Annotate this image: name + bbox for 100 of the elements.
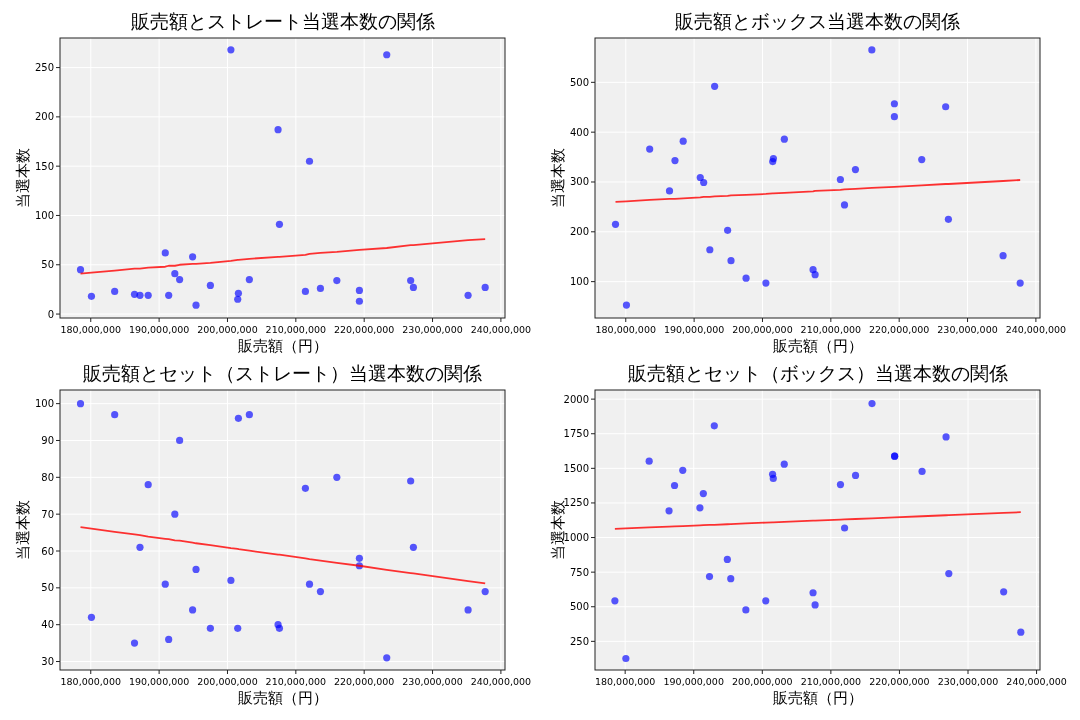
x-tick-label: 230,000,000 bbox=[402, 676, 463, 687]
point bbox=[301, 484, 309, 492]
point bbox=[706, 246, 714, 254]
point bbox=[679, 137, 687, 145]
point bbox=[851, 165, 860, 174]
point bbox=[136, 543, 144, 551]
point bbox=[464, 291, 472, 299]
point bbox=[840, 201, 849, 209]
y-tick-label: 750 bbox=[569, 566, 589, 578]
point bbox=[176, 436, 184, 445]
point bbox=[189, 606, 197, 614]
y-axis-title: 当選本数 bbox=[14, 148, 32, 208]
point bbox=[245, 411, 253, 419]
point bbox=[699, 489, 707, 498]
y-tick-label: 90 bbox=[41, 434, 54, 446]
x-tick-label: 220,000,000 bbox=[333, 676, 395, 687]
y-tick-label: 100 bbox=[34, 209, 54, 221]
point bbox=[780, 135, 788, 143]
point bbox=[355, 297, 363, 305]
x-tick-label: 210,000,000 bbox=[800, 324, 862, 335]
x-axis-title: 販売額（円） bbox=[237, 689, 328, 707]
x-tick-label: 180,000,000 bbox=[60, 324, 121, 335]
point bbox=[944, 215, 952, 223]
point bbox=[275, 220, 284, 228]
x-tick-label: 200,000,000 bbox=[732, 676, 793, 687]
point bbox=[234, 414, 243, 422]
y-tick-label: 100 bbox=[569, 276, 589, 288]
x-tick-label: 230,000,000 bbox=[402, 324, 463, 335]
point bbox=[171, 270, 179, 278]
point bbox=[840, 524, 849, 532]
point bbox=[481, 283, 489, 292]
point bbox=[206, 624, 214, 632]
point bbox=[383, 51, 391, 59]
chart-title: 販売額とストレート当選本数の関係 bbox=[130, 10, 435, 32]
y-tick-label: 200 bbox=[34, 111, 54, 123]
y-tick-label: 70 bbox=[41, 508, 54, 520]
point bbox=[165, 291, 173, 299]
x-tick-label: 200,000,000 bbox=[197, 324, 258, 335]
point bbox=[161, 249, 169, 257]
point bbox=[945, 569, 953, 578]
x-tick-label: 190,000,000 bbox=[128, 676, 190, 687]
point bbox=[409, 543, 417, 551]
y-tick-label: 1750 bbox=[563, 428, 589, 440]
point bbox=[611, 220, 620, 228]
x-tick-label: 240,000,000 bbox=[1006, 676, 1067, 687]
point bbox=[481, 587, 489, 596]
y-axis-title: 当選本数 bbox=[14, 500, 32, 560]
point bbox=[227, 576, 235, 585]
point bbox=[171, 510, 179, 518]
x-tick-label: 220,000,000 bbox=[869, 676, 930, 687]
point bbox=[245, 275, 253, 284]
x-tick-label: 190,000,000 bbox=[663, 324, 725, 335]
x-tick-label: 180,000,000 bbox=[60, 676, 121, 687]
point bbox=[1000, 588, 1008, 596]
point bbox=[942, 433, 950, 441]
y-tick-label: 150 bbox=[34, 160, 54, 172]
point bbox=[811, 271, 819, 279]
y-tick-label: 500 bbox=[569, 601, 589, 613]
point bbox=[355, 554, 363, 562]
point bbox=[727, 575, 735, 583]
point bbox=[611, 597, 619, 605]
point bbox=[1017, 628, 1025, 636]
point bbox=[165, 635, 173, 644]
point bbox=[333, 473, 341, 481]
point bbox=[409, 283, 417, 292]
point bbox=[769, 474, 777, 483]
x-axis-title: 販売額（円） bbox=[237, 337, 328, 355]
point bbox=[836, 175, 844, 184]
point bbox=[464, 606, 472, 614]
point bbox=[130, 639, 139, 647]
x-tick-label: 180,000,000 bbox=[594, 676, 656, 687]
point bbox=[679, 466, 687, 474]
point bbox=[890, 100, 898, 108]
point bbox=[742, 606, 750, 614]
point bbox=[868, 46, 876, 54]
point bbox=[144, 481, 152, 489]
point bbox=[206, 281, 214, 290]
x-tick-label: 220,000,000 bbox=[333, 324, 395, 335]
point bbox=[136, 291, 144, 299]
point bbox=[305, 157, 314, 165]
point bbox=[665, 187, 674, 195]
x-tick-label: 190,000,000 bbox=[128, 324, 190, 335]
point bbox=[724, 226, 732, 234]
y-tick-label: 40 bbox=[41, 619, 54, 631]
point bbox=[87, 292, 96, 300]
x-tick-label: 180,000,000 bbox=[595, 324, 656, 335]
point bbox=[918, 467, 926, 475]
y-tick-label: 200 bbox=[569, 226, 589, 238]
point bbox=[645, 457, 653, 465]
point bbox=[305, 580, 314, 588]
y-tick-label: 80 bbox=[41, 471, 54, 483]
point bbox=[811, 601, 819, 609]
point bbox=[710, 422, 718, 430]
point bbox=[671, 156, 679, 165]
point bbox=[696, 504, 704, 512]
point bbox=[780, 460, 788, 468]
point bbox=[762, 597, 770, 605]
point bbox=[723, 555, 731, 564]
y-tick-label: 250 bbox=[34, 62, 54, 74]
x-tick-label: 240,000,000 bbox=[470, 324, 532, 335]
